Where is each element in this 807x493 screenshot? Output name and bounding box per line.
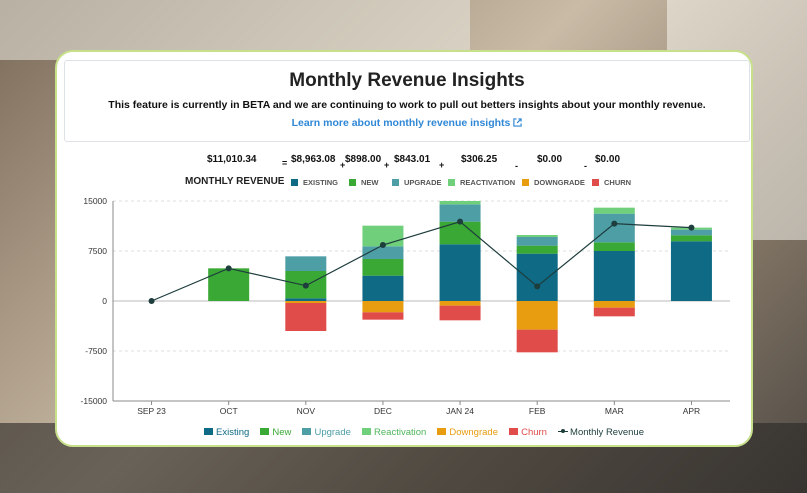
bar-churn xyxy=(285,303,327,331)
chart-legend-monthly-revenue[interactable]: Monthly Revenue xyxy=(558,427,644,438)
bar-churn xyxy=(593,307,635,317)
bar-new xyxy=(593,242,635,251)
monthly-revenue-point xyxy=(611,220,618,227)
bar-existing xyxy=(593,251,635,301)
downgrade-value: $0.00 xyxy=(537,154,563,165)
legend-new: NEW xyxy=(349,178,379,187)
y-tick-label: -7500 xyxy=(85,346,107,356)
beta-notice: This feature is currently in BETA and we… xyxy=(108,99,706,111)
monthly-revenue-point xyxy=(379,242,386,248)
bar-downgrade xyxy=(285,301,327,303)
bar-new xyxy=(362,259,404,276)
equals-sign: = xyxy=(282,158,288,168)
y-tick-label: 0 xyxy=(102,296,107,306)
x-tick-label: APR xyxy=(683,406,700,416)
x-tick-label: MAR xyxy=(605,406,624,416)
monthly-revenue-point xyxy=(225,265,232,272)
page-title: Monthly Revenue Insights xyxy=(289,70,525,91)
bar-churn xyxy=(362,312,404,320)
bar-downgrade xyxy=(593,301,635,308)
y-tick-label: -15000 xyxy=(81,396,108,406)
y-tick-label: 15000 xyxy=(83,196,107,206)
chart-legend-upgrade[interactable]: Upgrade xyxy=(302,427,351,438)
x-tick-label: NOV xyxy=(297,406,316,416)
total-revenue-value: $11,010.34 xyxy=(207,154,257,165)
bar-new xyxy=(439,221,481,245)
bar-downgrade xyxy=(516,301,558,330)
bar-existing xyxy=(439,244,481,301)
learn-more-link[interactable]: Learn more about monthly revenue insight… xyxy=(292,117,523,130)
legend-downgrade: DOWNGRADE xyxy=(522,178,585,187)
chart-legend-reactivation[interactable]: Reactivation xyxy=(362,427,426,438)
churn-value: $0.00 xyxy=(595,154,621,165)
revenue-insights-card: Monthly Revenue Insights This feature is… xyxy=(55,50,753,447)
chart-legend-downgrade[interactable]: Downgrade xyxy=(437,427,498,438)
summary-legend: MONTHLY REVENUE EXISTING NEW UPGRADE REA… xyxy=(57,176,755,190)
minus-sign: - xyxy=(584,161,587,171)
bar-new xyxy=(516,245,558,254)
monthly-revenue-label: MONTHLY REVENUE xyxy=(185,176,285,187)
x-tick-label: FEB xyxy=(529,406,546,416)
bar-downgrade xyxy=(439,301,481,306)
bar-reactivation xyxy=(593,207,635,214)
bar-upgrade xyxy=(439,204,481,222)
bar-upgrade xyxy=(516,237,558,246)
revenue-chart: 15000 7500 0 -7500 -15000 SEP 23 OCT NOV DEC JAN … xyxy=(81,196,730,416)
plus-sign: + xyxy=(340,160,346,170)
legend-reactivation: REACTIVATION xyxy=(448,178,515,187)
bar-upgrade xyxy=(362,246,404,259)
bar-existing xyxy=(362,275,404,301)
upgrade-value: $843.01 xyxy=(394,154,431,165)
bar-new xyxy=(670,235,712,242)
legend-upgrade: UPGRADE xyxy=(392,178,442,187)
chart-legend-new[interactable]: New xyxy=(260,427,291,438)
monthly-revenue-point xyxy=(457,218,464,225)
new-value: $898.00 xyxy=(345,154,382,165)
y-tick-label: 7500 xyxy=(88,246,107,256)
revenue-summary: $11,010.34 = $8,963.08 + $898.00 + $843.… xyxy=(57,154,755,171)
x-tick-label: SEP 23 xyxy=(137,406,166,416)
chart-legend-churn[interactable]: Churn xyxy=(509,427,547,438)
bar-reactivation xyxy=(516,235,558,237)
bar-existing xyxy=(516,253,558,301)
existing-value: $8,963.08 xyxy=(291,154,336,165)
monthly-revenue-point xyxy=(688,224,695,231)
bar-upgrade xyxy=(593,213,635,243)
chart-legend-existing[interactable]: Existing xyxy=(204,427,249,438)
bar-upgrade xyxy=(285,256,327,271)
bar-new xyxy=(208,268,250,301)
bar-downgrade xyxy=(362,301,404,313)
bar-reactivation xyxy=(439,201,481,205)
legend-churn: CHURN xyxy=(592,178,631,187)
legend-existing: EXISTING xyxy=(291,178,338,187)
bar-churn xyxy=(516,329,558,353)
minus-sign: - xyxy=(515,161,518,171)
x-tick-label: OCT xyxy=(220,406,238,416)
x-tick-label: JAN 24 xyxy=(446,406,474,416)
bar-existing xyxy=(285,298,327,301)
plus-sign: + xyxy=(439,160,445,170)
monthly-revenue-point xyxy=(534,283,541,290)
bar-upgrade xyxy=(670,229,712,236)
monthly-revenue-point xyxy=(302,282,309,289)
external-link-icon xyxy=(513,118,523,130)
learn-more-label: Learn more about monthly revenue insight… xyxy=(291,117,511,129)
bar-existing xyxy=(670,241,712,301)
monthly-revenue-point xyxy=(148,298,155,304)
bar-churn xyxy=(439,305,481,321)
chart-legend: Existing New Upgrade Reactivation Downgr… xyxy=(204,420,650,438)
bar-reactivation xyxy=(362,225,404,247)
x-tick-label: DEC xyxy=(374,406,392,416)
plus-sign: + xyxy=(384,160,390,170)
beta-banner: Monthly Revenue Insights This feature is… xyxy=(64,60,750,142)
reactivation-value: $306.25 xyxy=(461,154,498,165)
monthly-revenue-line xyxy=(151,220,692,302)
